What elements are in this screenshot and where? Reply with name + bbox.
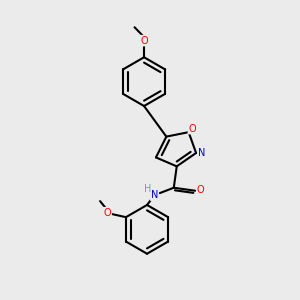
Text: O: O (197, 185, 204, 195)
Text: O: O (103, 208, 111, 218)
Text: O: O (140, 36, 148, 46)
Text: O: O (188, 124, 196, 134)
Text: H: H (144, 184, 152, 194)
Text: N: N (151, 190, 158, 200)
Text: N: N (198, 148, 206, 158)
